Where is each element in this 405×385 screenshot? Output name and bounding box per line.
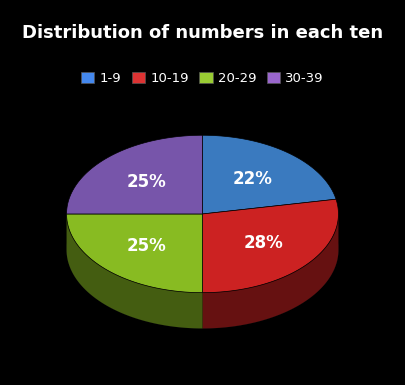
Polygon shape xyxy=(202,135,336,214)
Polygon shape xyxy=(66,135,202,214)
Polygon shape xyxy=(66,214,202,328)
Legend: 1-9, 10-19, 20-29, 30-39: 1-9, 10-19, 20-29, 30-39 xyxy=(76,67,329,90)
Polygon shape xyxy=(66,214,202,293)
Text: 28%: 28% xyxy=(243,234,283,252)
Polygon shape xyxy=(202,199,339,293)
Text: Distribution of numbers in each ten: Distribution of numbers in each ten xyxy=(22,24,383,42)
Text: 25%: 25% xyxy=(127,237,166,255)
Polygon shape xyxy=(202,214,339,328)
Text: 22%: 22% xyxy=(233,170,273,188)
Text: 25%: 25% xyxy=(127,173,166,191)
